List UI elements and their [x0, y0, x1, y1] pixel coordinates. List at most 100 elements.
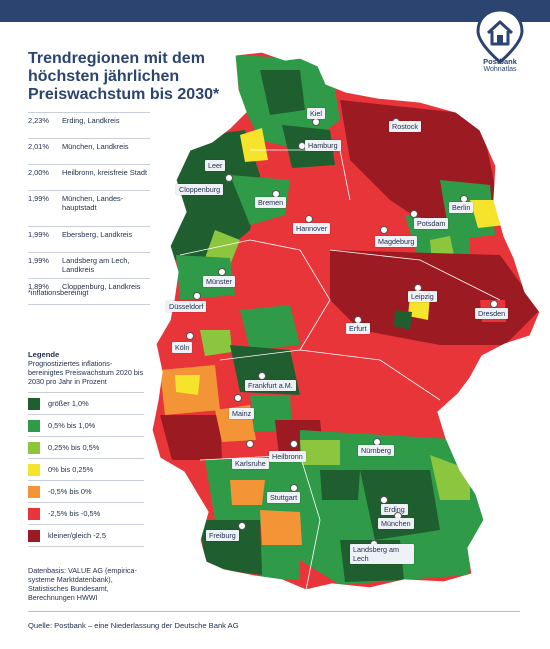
- ranking-name: Ebersberg, Landkreis: [62, 230, 133, 239]
- city-marker: [193, 292, 201, 300]
- legend-label: 0,25% bis 0,5%: [48, 443, 100, 452]
- footnote: *inflationsbereinigt: [28, 288, 89, 297]
- city-label-cloppenburg: Cloppenburg: [176, 184, 224, 195]
- source-note: Quelle: Postbank – eine Niederlassung de…: [28, 621, 239, 630]
- city-label-kiel: Kiel: [307, 108, 325, 119]
- ranking-value: 1,89%: [28, 282, 49, 291]
- city-marker: [234, 394, 242, 402]
- legend-label: 0% bis 0,25%: [48, 465, 94, 474]
- legend-swatch: [28, 507, 40, 520]
- legend-subtitle: Prognostiziertes inflations-bereinigtes …: [28, 359, 144, 386]
- ranking-value: 1,99%: [28, 230, 49, 239]
- ranking-value: 1,99%: [28, 256, 49, 265]
- legend-title: Legende: [28, 350, 60, 359]
- city-label-rostock: Rostock: [389, 121, 421, 132]
- page-title: Trendregionen mit dem höchsten jährliche…: [28, 50, 220, 103]
- city-label-berlin: Berlin: [449, 202, 474, 213]
- city-marker: [246, 440, 254, 448]
- city-label-leer: Leer: [205, 160, 226, 171]
- city-marker: [225, 174, 233, 182]
- city-label-hannover: Hannover: [293, 223, 331, 234]
- legend-swatch: [28, 485, 40, 498]
- city-label-frankfurt: Frankfurt a.M.: [245, 380, 296, 391]
- city-marker: [410, 210, 418, 218]
- ranking-name: München, Landkreis: [62, 142, 129, 151]
- ranking-name: Heilbronn, kreisfreie Stadt: [62, 168, 148, 177]
- ranking-name: Cloppenburg, Landkreis: [62, 282, 141, 291]
- legend-item: größer 1,0%: [28, 392, 144, 414]
- city-marker: [290, 484, 298, 492]
- ranking-row: 2,01% München, Landkreis: [28, 139, 150, 165]
- ranking-name: Erding, Landkreis: [62, 116, 120, 125]
- city-marker: [186, 332, 194, 340]
- ranking-value: 1,99%: [28, 194, 49, 203]
- city-label-heilbronn: Heilbronn: [269, 451, 306, 462]
- legend-label: größer 1,0%: [48, 399, 89, 408]
- ranking-row: 1,99% Landsberg am Lech, Landkreis: [28, 253, 150, 279]
- ranking-row: 1,89% Cloppenburg, Landkreis: [28, 279, 150, 305]
- legend: Legende Prognostiziertes inflations-bere…: [28, 350, 144, 547]
- legend-label: 0,5% bis 1,0%: [48, 421, 96, 430]
- ranking-value: 2,23%: [28, 116, 49, 125]
- legend-swatch: [28, 419, 40, 432]
- city-label-duesseldorf: Düsseldorf: [166, 301, 207, 312]
- city-marker: [490, 300, 498, 308]
- legend-item: -2,5% bis -0,5%: [28, 502, 144, 524]
- city-marker: [305, 215, 313, 223]
- city-marker: [290, 440, 298, 448]
- ranking-name: München, Landes-hauptstadt: [62, 194, 124, 212]
- ranking-name: Landsberg am Lech, Landkreis: [62, 256, 130, 274]
- ranking-row: 2,00% Heilbronn, kreisfreie Stadt: [28, 165, 150, 191]
- ranking-value: 2,00%: [28, 168, 49, 177]
- city-label-erding: Erding: [381, 504, 408, 515]
- ranking-table: 2,23% Erding, Landkreis 2,01% München, Lan…: [28, 112, 150, 305]
- city-label-nuernberg: Nürnberg: [358, 445, 394, 456]
- ranking-row: 1,99% München, Landes-hauptstadt: [28, 191, 150, 227]
- legend-item: kleiner/gleich -2,5: [28, 524, 144, 547]
- city-label-muenchen: München: [378, 518, 414, 529]
- legend-swatch: [28, 441, 40, 454]
- city-label-mainz: Mainz: [229, 408, 255, 419]
- city-label-magdeburg: Magdeburg: [375, 236, 418, 247]
- ranking-row: 1,99% Ebersberg, Landkreis: [28, 227, 150, 253]
- legend-label: kleiner/gleich -2,5: [48, 531, 106, 540]
- city-label-erfurt: Erfurt: [346, 323, 370, 334]
- legend-item: 0,5% bis 1,0%: [28, 414, 144, 436]
- city-label-leipzig: Leipzig: [408, 291, 437, 302]
- legend-item: 0% bis 0,25%: [28, 458, 144, 480]
- city-label-muenster: Münster: [203, 276, 235, 287]
- postbank-logo-icon: [476, 8, 524, 64]
- city-label-hamburg: Hamburg: [305, 140, 341, 151]
- city-label-koeln: Köln: [172, 342, 193, 353]
- legend-swatch: [28, 397, 40, 410]
- city-label-dresden: Dresden: [475, 308, 509, 319]
- city-marker: [258, 372, 266, 380]
- legend-label: -2,5% bis -0,5%: [48, 509, 101, 518]
- city-label-stuttgart: Stuttgart: [267, 492, 301, 503]
- city-marker: [380, 226, 388, 234]
- city-label-freiburg: Freiburg: [206, 530, 239, 541]
- legend-item: -0,5% bis 0%: [28, 480, 144, 502]
- map-regions: [152, 52, 540, 590]
- country-border: [151, 51, 541, 591]
- data-source: Datenbasis: VALUE AG (empirica-systeme M…: [28, 566, 137, 602]
- top-bar: [0, 0, 550, 22]
- footer-divider: [28, 611, 520, 612]
- legend-swatch: [28, 463, 40, 476]
- city-label-karlsruhe: Karlsruhe: [232, 458, 269, 469]
- legend-label: -0,5% bis 0%: [48, 487, 92, 496]
- brand-text: Postbank Wohnatlas: [462, 58, 538, 74]
- brand-name: Postbank: [483, 57, 517, 66]
- city-marker: [238, 522, 246, 530]
- city-label-potsdam: Potsdam: [414, 218, 449, 229]
- ranking-row: 2,23% Erding, Landkreis: [28, 112, 150, 139]
- city-label-landsberg: Landsberg am Lech: [350, 544, 414, 564]
- city-marker: [380, 496, 388, 504]
- city-marker: [218, 268, 226, 276]
- city-marker: [312, 118, 320, 126]
- ranking-value: 2,01%: [28, 142, 49, 151]
- brand-subname: Wohnatlas: [483, 66, 517, 73]
- legend-swatch: [28, 529, 40, 542]
- city-label-bremen: Bremen: [255, 197, 287, 208]
